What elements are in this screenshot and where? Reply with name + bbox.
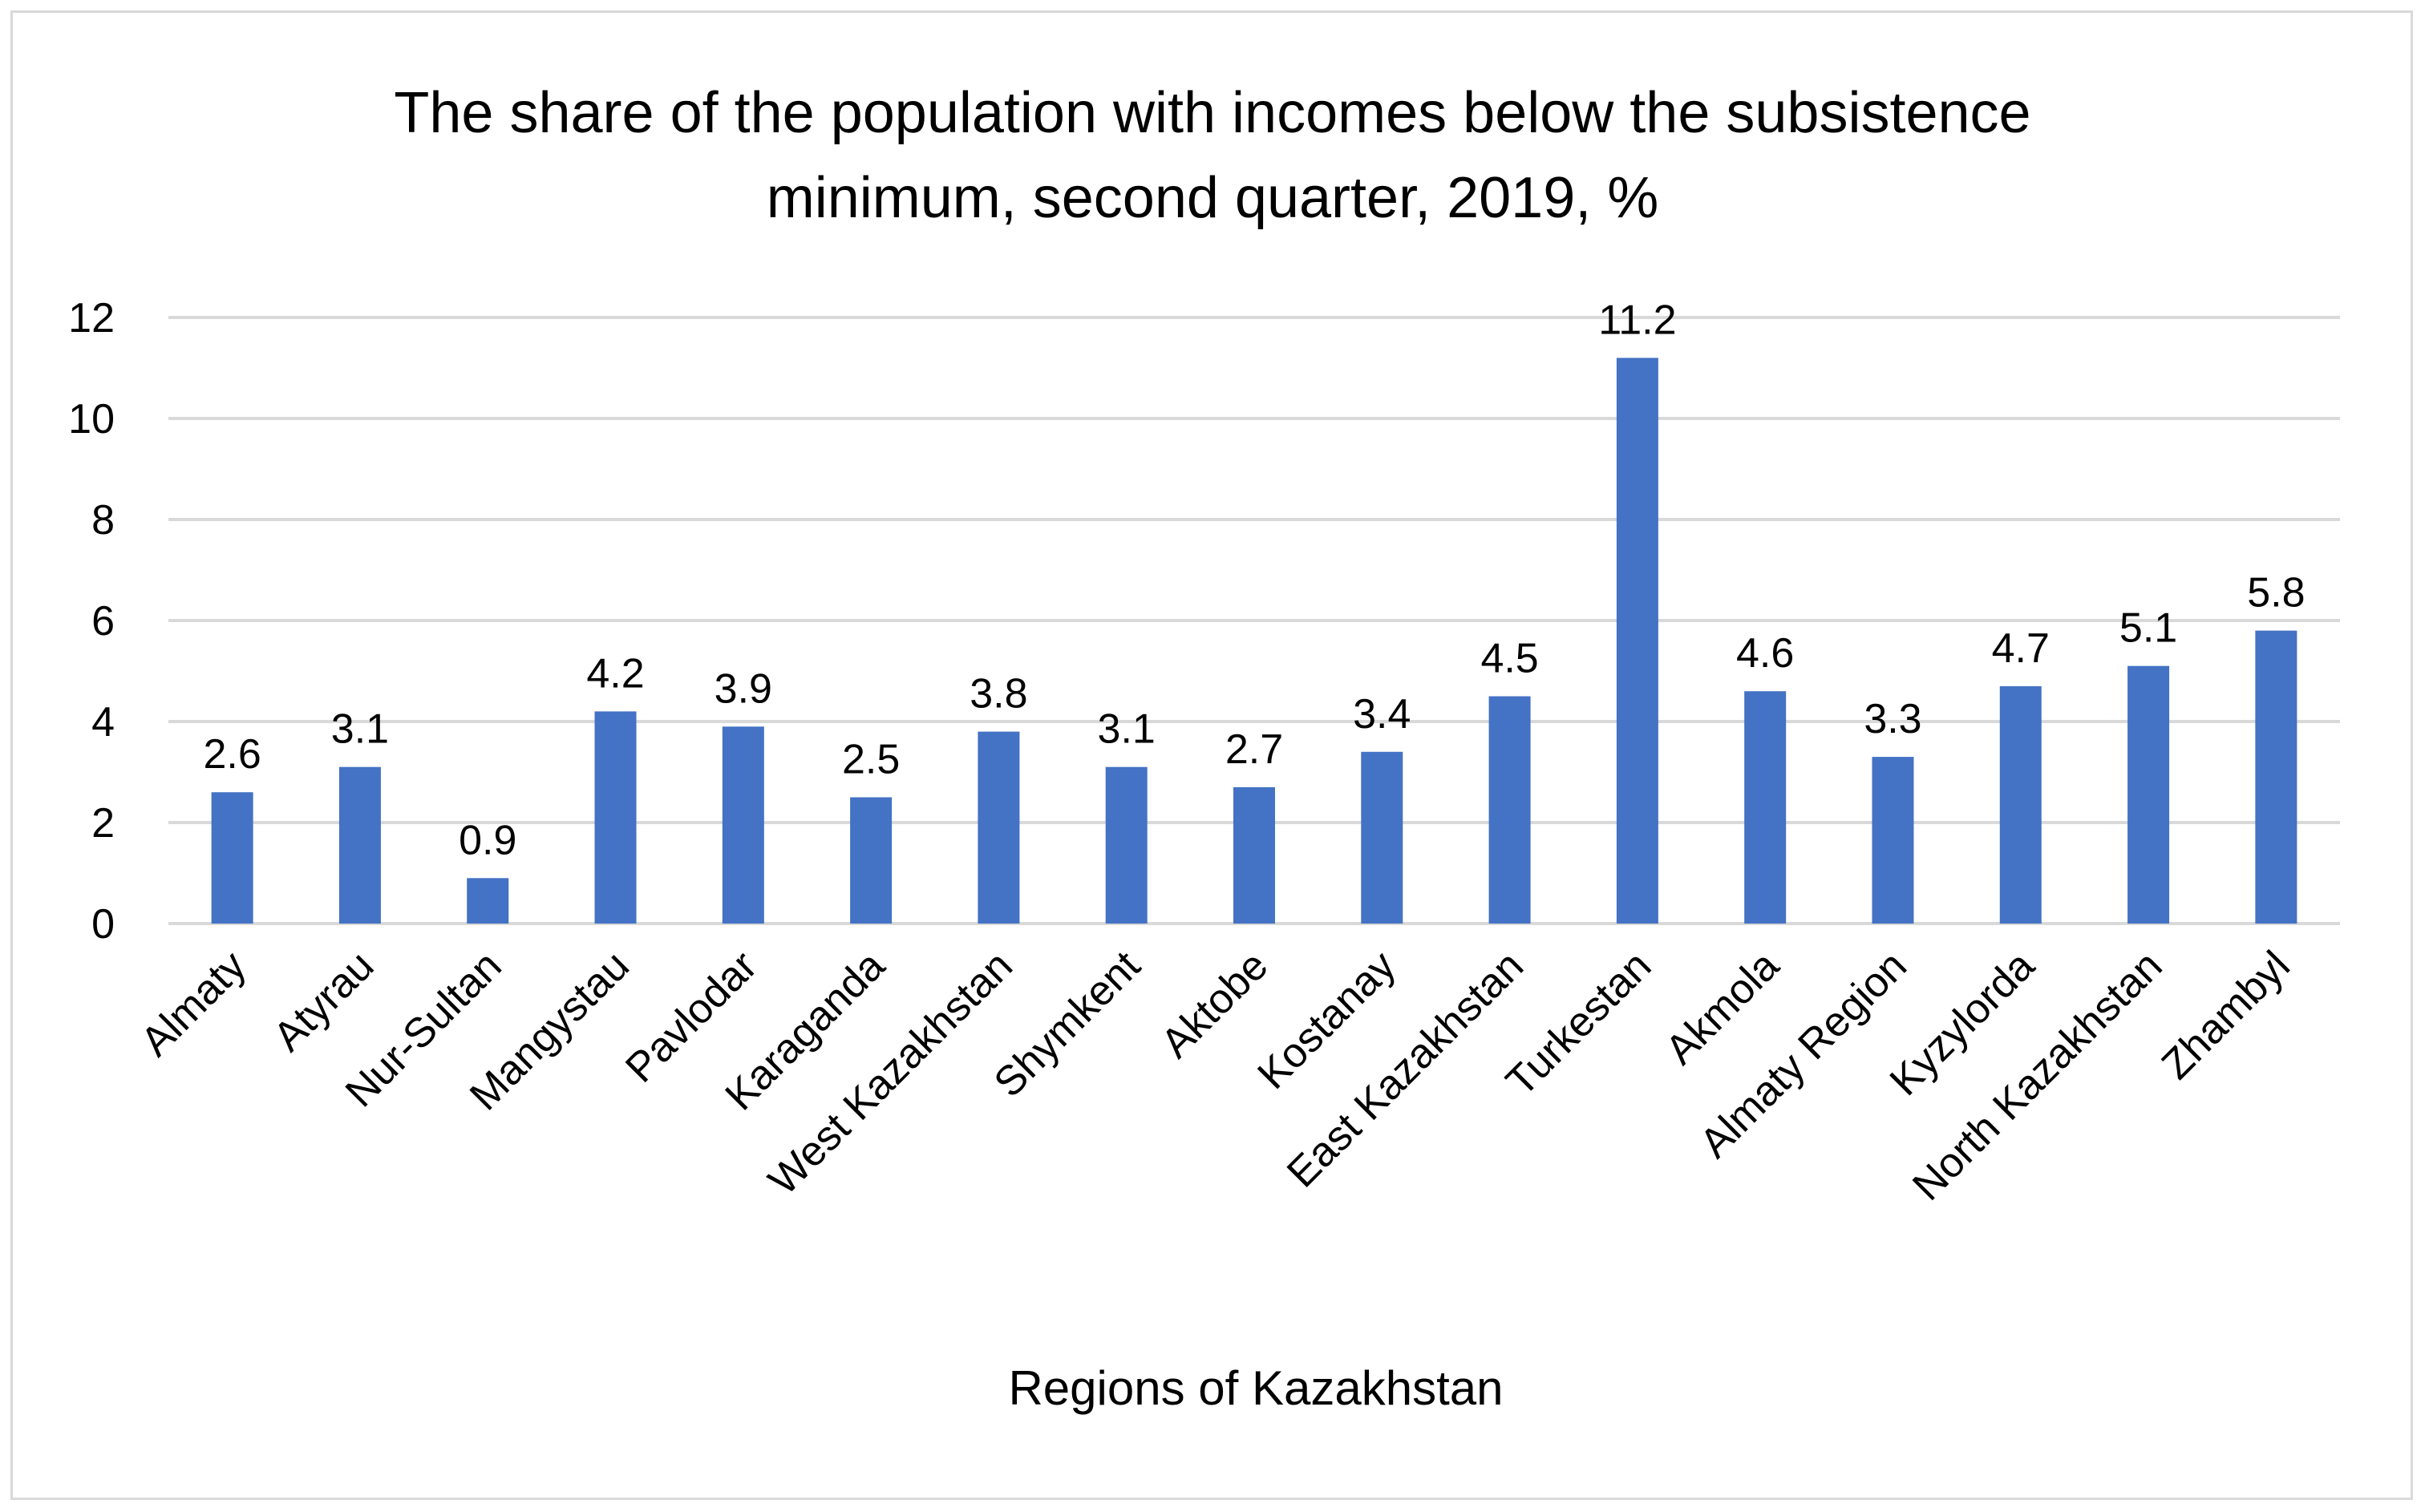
data-labels: 2.6 3.1 0.9 4.2 3.9 2.5 3.8 3.1 2.7 3.4 4.5 11.2 4.6… xyxy=(203,297,2305,863)
category-labels: Almaty AtyrauNur-SultanMangystauPavlodarK… xyxy=(132,942,2299,1210)
data-label: 3.9 xyxy=(715,665,772,712)
data-label: 4.2 xyxy=(586,650,644,697)
category-label: West Kazakhstan xyxy=(759,942,1021,1203)
data-label: 2.6 xyxy=(203,731,261,778)
category-label: Aktobe xyxy=(1152,942,1277,1066)
bar-kostanay xyxy=(1361,751,1403,924)
bar-north-kazakhstan xyxy=(2127,665,2170,924)
y-tick-label: 10 xyxy=(68,396,115,443)
data-label: 3.1 xyxy=(331,706,389,753)
category-label: Zhambyl xyxy=(2153,942,2299,1088)
y-tick-label: 2 xyxy=(91,800,115,847)
y-tick-label: 4 xyxy=(91,699,115,746)
data-label: 3.1 xyxy=(1098,706,1156,753)
bar-almaty-region xyxy=(1872,757,1914,924)
bar-karaganda xyxy=(850,797,893,924)
chart-title-line-1: The share of the population with incomes… xyxy=(394,81,2031,145)
data-label: 0.9 xyxy=(459,817,516,863)
bar-mangystau xyxy=(594,711,637,924)
category-label: North Kazakhstan xyxy=(1904,942,2171,1209)
bar-east-kazakhstan xyxy=(1488,696,1531,924)
bar-atyrau xyxy=(338,766,381,924)
data-label: 3.8 xyxy=(970,671,1027,718)
data-label: 4.5 xyxy=(1480,636,1538,682)
bar-west-kazakhstan xyxy=(978,731,1020,924)
chart-title-line-2: minimum, second quarter, 2019, % xyxy=(766,166,1659,230)
bar-akmola xyxy=(1744,691,1787,924)
data-label: 2.5 xyxy=(842,737,900,783)
category-label: East Kazakhstan xyxy=(1278,942,1532,1196)
bar-turkestan xyxy=(1616,358,1658,924)
y-tick-label: 6 xyxy=(91,598,115,645)
bar-shymkent xyxy=(1105,766,1148,924)
y-tick-label: 12 xyxy=(68,295,115,342)
data-label: 4.7 xyxy=(1992,625,2050,672)
data-label: 3.3 xyxy=(1864,696,1921,742)
bar-kyzylorda xyxy=(1999,685,2042,924)
y-tick-label: 8 xyxy=(91,497,115,544)
bar-zhambyl xyxy=(2255,630,2297,924)
gridlines xyxy=(168,316,2340,925)
category-label: Almaty xyxy=(132,942,255,1065)
chart-title: The share of the population with incomes… xyxy=(0,71,2425,241)
bar-aktobe xyxy=(1233,786,1275,924)
data-label: 3.4 xyxy=(1353,691,1411,738)
bar-nur-sultan xyxy=(467,878,509,924)
data-label: 5.8 xyxy=(2247,570,2305,617)
bar-pavlodar xyxy=(722,726,764,924)
y-tick-label: 0 xyxy=(91,901,115,948)
data-label: 2.7 xyxy=(1225,726,1283,773)
data-label: 5.1 xyxy=(2119,605,2177,652)
x-axis-title: Regions of Kazakhstan xyxy=(1008,1361,1503,1415)
bar-almaty xyxy=(211,792,253,924)
category-label: Atyrau xyxy=(265,942,383,1060)
y-axis-tick-labels: 0 2 4 6 8 10 12 xyxy=(68,295,115,948)
bars xyxy=(211,358,2297,924)
data-label: 4.6 xyxy=(1736,630,1794,677)
data-label: 11.2 xyxy=(1598,297,1676,343)
category-label: Akmola xyxy=(1657,942,1788,1073)
